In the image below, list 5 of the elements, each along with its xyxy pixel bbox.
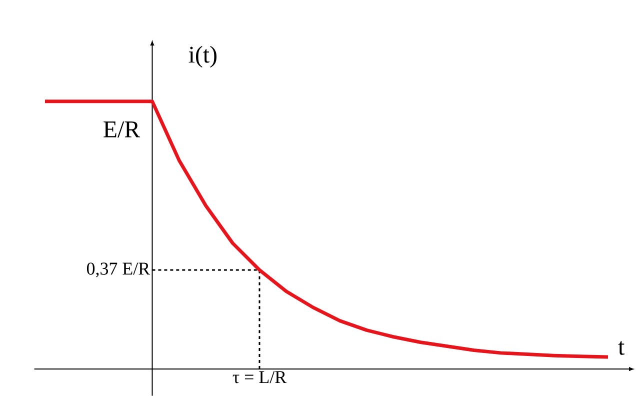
y-axis-title: i(t) [188,46,216,68]
text: τ = L/R [232,371,287,384]
x-axis-title: t [618,341,625,355]
ref-line-label: 0,37 E/R [86,262,150,278]
annotation: E/R [104,121,140,138]
